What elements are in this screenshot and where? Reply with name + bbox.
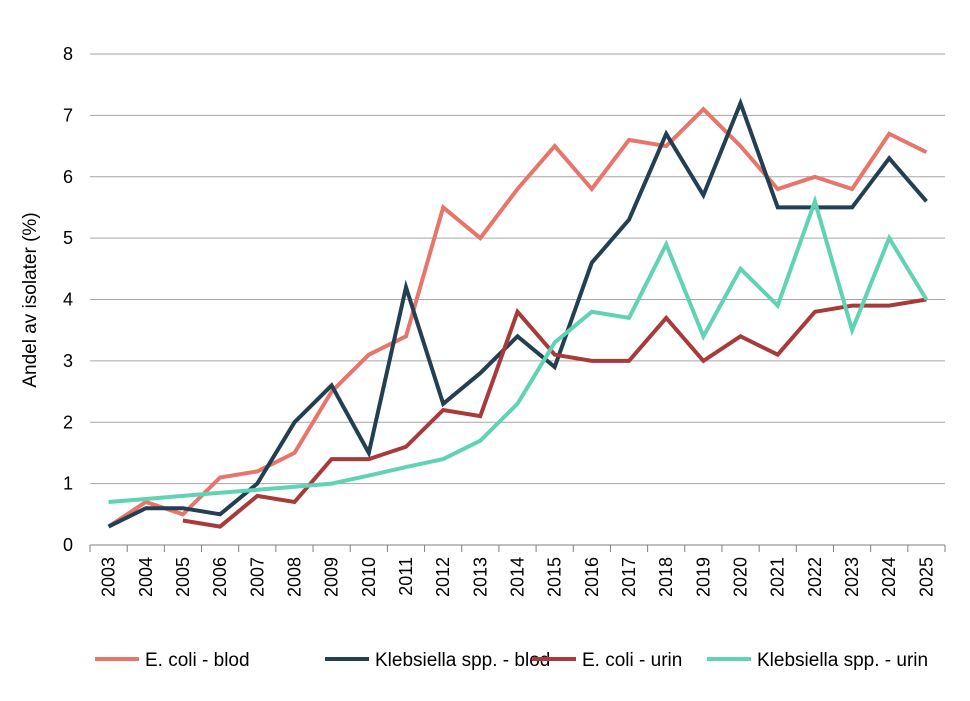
legend-label: E. coli - urin [582,650,682,671]
y-tick-label: 2 [63,412,73,432]
x-tick-label: 2023 [842,557,862,597]
x-tick-label: 2013 [470,557,490,597]
y-tick-label: 6 [63,167,73,187]
x-tick-label: 2022 [805,557,825,597]
y-tick-label: 0 [63,535,73,555]
x-tick-label: 2014 [508,557,528,597]
x-tick-label: 2005 [173,557,193,597]
gridlines [90,53,945,546]
x-tick-label: 2003 [99,557,119,597]
x-tick-label: 2017 [619,557,639,597]
x-tick-label: 2012 [433,557,453,597]
x-tick-label: 2015 [545,557,565,597]
x-tick-label: 2007 [247,557,267,597]
series-line-klebsiella-spp-urin [108,194,929,504]
series-lines [107,97,929,529]
x-axis: 2003 2004 2005 2006 2007 2008 2009 2010 2011 2012… [89,545,946,597]
x-tick-label: 2020 [731,557,751,597]
x-tick-label: 2016 [582,557,602,597]
y-tick-label: 1 [63,474,73,494]
x-tick-label: 2021 [768,557,788,597]
y-axis-ticks: 0 1 2 3 4 5 6 7 8 [63,44,73,555]
series-line-e-coli-urin [182,297,927,529]
y-tick-label: 5 [63,228,73,248]
x-tick-label: 2009 [322,557,342,597]
x-tick-label: 2010 [359,557,379,597]
x-tick-label: 2011 [396,557,416,596]
x-tick-label: 2019 [693,557,713,597]
x-tick-label: 2018 [656,557,676,597]
x-tick-label: 2024 [879,557,899,597]
series-line-e-coli-blod [107,106,928,529]
y-tick-label: 7 [63,105,73,125]
x-tick-label: 2006 [210,557,230,597]
legend: E. coli - blod Klebsiella spp. - blod E. c… [95,650,928,671]
x-tick-label: 2008 [284,557,304,597]
legend-label: Klebsiella spp. - urin [757,650,928,671]
x-tick-label: 2025 [916,557,936,597]
y-tick-label: 8 [63,44,73,64]
x-tick-label: 2004 [136,557,156,597]
y-tick-label: 4 [63,290,73,310]
legend-label: Klebsiella spp. - blod [375,650,550,671]
y-tick-label: 3 [63,351,73,371]
series-line-klebsiella-spp-blod [107,97,928,529]
legend-label: E. coli - blod [145,650,250,671]
y-axis-title: Andel av isolater (%) [20,212,41,387]
